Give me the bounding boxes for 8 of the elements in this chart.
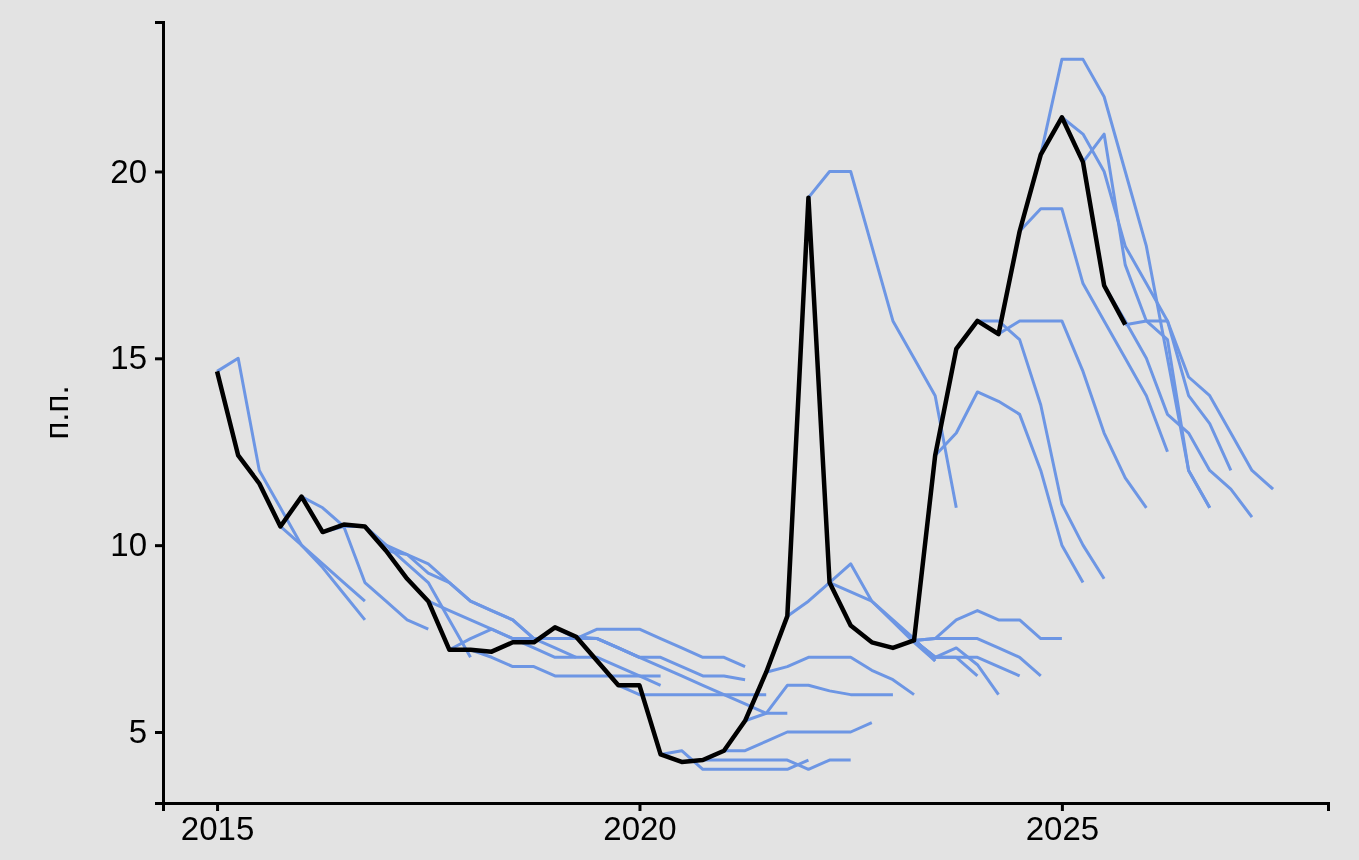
- x-tick-label: 2025: [1025, 810, 1100, 848]
- x-tick-label: 2020: [603, 810, 677, 848]
- y-tick-label: 10: [110, 526, 147, 564]
- y-tick-label: 15: [110, 339, 147, 377]
- y-axis-title: п.п.: [38, 385, 75, 440]
- y-tick-label: 5: [128, 713, 147, 751]
- y-tick-label: 20: [110, 152, 147, 190]
- x-tick-label: 2015: [180, 810, 255, 848]
